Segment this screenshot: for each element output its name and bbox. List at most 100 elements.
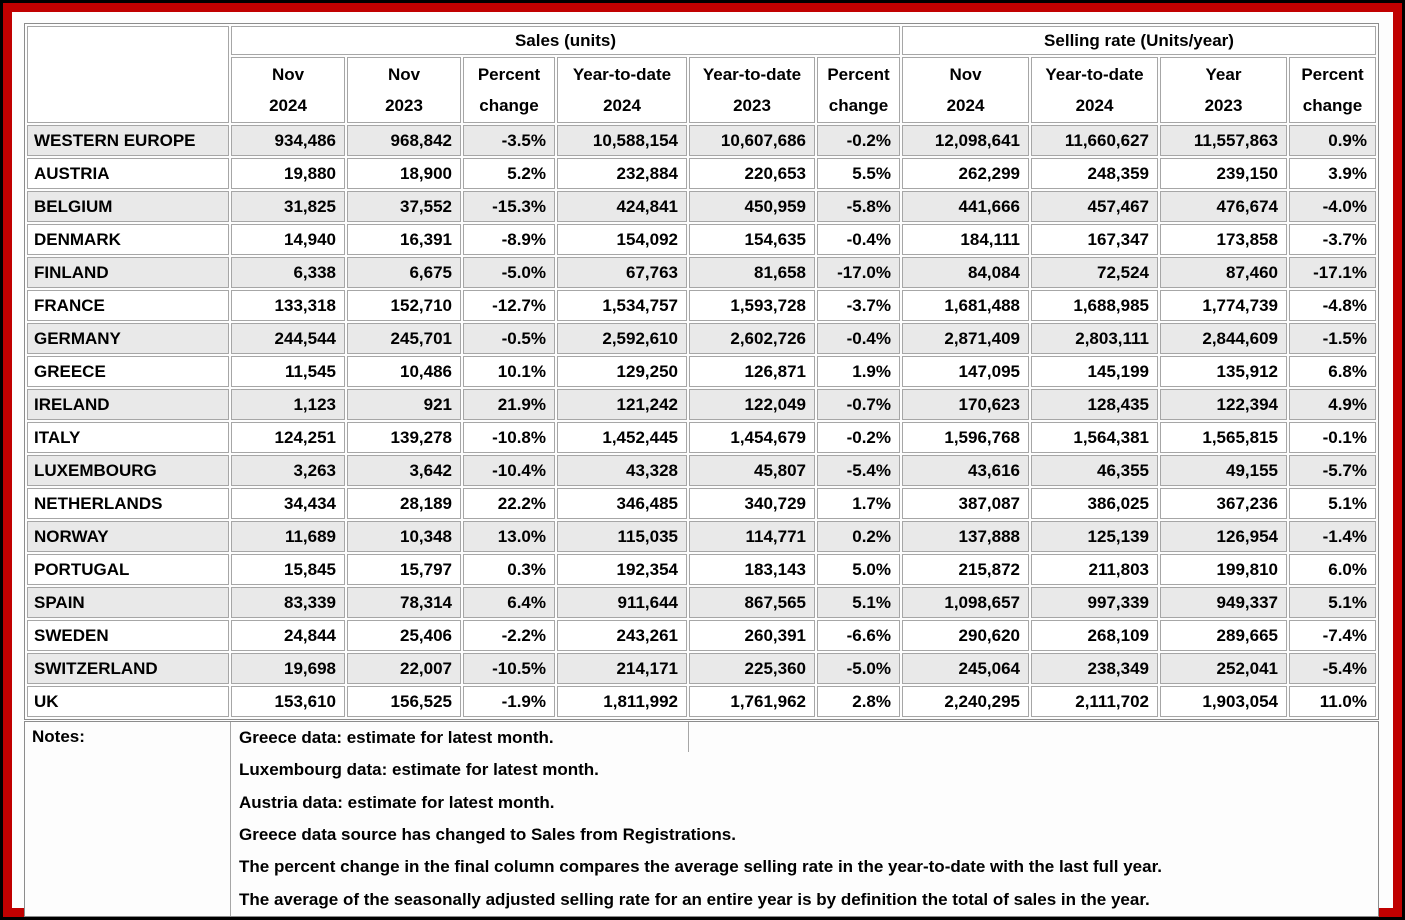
table-row: SWITZERLAND 19,698 22,007 -10.5% 214,171 225,… bbox=[27, 653, 1376, 684]
value-cell: 968,842 bbox=[347, 125, 461, 156]
value-cell: 6,338 bbox=[231, 257, 345, 288]
value-cell: 6.0% bbox=[1289, 554, 1376, 585]
value-cell: 126,871 bbox=[689, 356, 815, 387]
value-cell: 225,360 bbox=[689, 653, 815, 684]
table-row: NETHERLANDS 34,434 28,189 22.2% 346,485 340,7… bbox=[27, 488, 1376, 519]
country-cell: DENMARK bbox=[27, 224, 229, 255]
value-cell: -10.8% bbox=[463, 422, 555, 453]
column-header-6: Nov 2024 bbox=[902, 57, 1029, 123]
value-cell: 476,674 bbox=[1160, 191, 1287, 222]
value-cell: -2.2% bbox=[463, 620, 555, 651]
value-cell: 0.2% bbox=[817, 521, 900, 552]
table-row: NORWAY 11,689 10,348 13.0% 115,035 114,771 0.2… bbox=[27, 521, 1376, 552]
value-cell: 87,460 bbox=[1160, 257, 1287, 288]
value-cell: 1,593,728 bbox=[689, 290, 815, 321]
country-cell: GERMANY bbox=[27, 323, 229, 354]
value-cell: 137,888 bbox=[902, 521, 1029, 552]
value-cell: 122,049 bbox=[689, 389, 815, 420]
value-cell: 424,841 bbox=[557, 191, 687, 222]
column-header-0: Nov 2024 bbox=[231, 57, 345, 123]
value-cell: 934,486 bbox=[231, 125, 345, 156]
value-cell: -0.1% bbox=[1289, 422, 1376, 453]
value-cell: 11,557,863 bbox=[1160, 125, 1287, 156]
value-cell: 19,698 bbox=[231, 653, 345, 684]
table-row: PORTUGAL 15,845 15,797 0.3% 192,354 183,143 5.… bbox=[27, 554, 1376, 585]
value-cell: 28,189 bbox=[347, 488, 461, 519]
value-cell: 18,900 bbox=[347, 158, 461, 189]
value-cell: -5.4% bbox=[1289, 653, 1376, 684]
value-cell: -5.0% bbox=[817, 653, 900, 684]
value-cell: 25,406 bbox=[347, 620, 461, 651]
value-cell: 135,912 bbox=[1160, 356, 1287, 387]
column-header-8: Year 2023 bbox=[1160, 57, 1287, 123]
value-cell: 10,348 bbox=[347, 521, 461, 552]
column-header-row: Nov 2024 Nov 2023 Percent change Year-to-date 2… bbox=[27, 57, 1376, 123]
value-cell: 184,111 bbox=[902, 224, 1029, 255]
value-cell: 367,236 bbox=[1160, 488, 1287, 519]
value-cell: -1.4% bbox=[1289, 521, 1376, 552]
value-cell: 43,616 bbox=[902, 455, 1029, 486]
value-cell: 16,391 bbox=[347, 224, 461, 255]
value-cell: 192,354 bbox=[557, 554, 687, 585]
notes-column-divider bbox=[688, 722, 689, 752]
country-cell: ITALY bbox=[27, 422, 229, 453]
value-cell: 3,642 bbox=[347, 455, 461, 486]
value-cell: 11,689 bbox=[231, 521, 345, 552]
value-cell: -1.5% bbox=[1289, 323, 1376, 354]
value-cell: 31,825 bbox=[231, 191, 345, 222]
value-cell: 128,435 bbox=[1031, 389, 1158, 420]
country-cell: UK bbox=[27, 686, 229, 717]
notes-body: Greece data: estimate for latest month. L… bbox=[231, 722, 1162, 916]
value-cell: 5.2% bbox=[463, 158, 555, 189]
value-cell: -5.4% bbox=[817, 455, 900, 486]
column-header-9: Percent change bbox=[1289, 57, 1376, 123]
value-cell: 84,084 bbox=[902, 257, 1029, 288]
value-cell: 260,391 bbox=[689, 620, 815, 651]
value-cell: 386,025 bbox=[1031, 488, 1158, 519]
value-cell: 1,564,381 bbox=[1031, 422, 1158, 453]
table-row: SWEDEN 24,844 25,406 -2.2% 243,261 260,391 -6.… bbox=[27, 620, 1376, 651]
value-cell: 245,701 bbox=[347, 323, 461, 354]
value-cell: -3.7% bbox=[817, 290, 900, 321]
value-cell: 1,452,445 bbox=[557, 422, 687, 453]
value-cell: 78,314 bbox=[347, 587, 461, 618]
column-header-4: Year-to-date 2023 bbox=[689, 57, 815, 123]
value-cell: 43,328 bbox=[557, 455, 687, 486]
value-cell: 21.9% bbox=[463, 389, 555, 420]
value-cell: 125,139 bbox=[1031, 521, 1158, 552]
value-cell: 10,607,686 bbox=[689, 125, 815, 156]
group-header-row: Sales (units) Selling rate (Units/year) bbox=[27, 26, 1376, 123]
country-cell: LUXEMBOURG bbox=[27, 455, 229, 486]
corner-cell bbox=[27, 26, 229, 123]
value-cell: 122,394 bbox=[1160, 389, 1287, 420]
value-cell: -10.5% bbox=[463, 653, 555, 684]
value-cell: 1,681,488 bbox=[902, 290, 1029, 321]
column-header-1: Nov 2023 bbox=[347, 57, 461, 123]
value-cell: 0.3% bbox=[463, 554, 555, 585]
table-row: IRELAND 1,123 921 21.9% 121,242 122,049 -0.7% 1… bbox=[27, 389, 1376, 420]
value-cell: 252,041 bbox=[1160, 653, 1287, 684]
value-cell: 147,095 bbox=[902, 356, 1029, 387]
value-cell: 1,688,985 bbox=[1031, 290, 1158, 321]
table-row: LUXEMBOURG 3,263 3,642 -10.4% 43,328 45,807 -5… bbox=[27, 455, 1376, 486]
note-line: Luxembourg data: estimate for latest mon… bbox=[239, 760, 599, 780]
value-cell: 15,845 bbox=[231, 554, 345, 585]
value-cell: 121,242 bbox=[557, 389, 687, 420]
table-row: ITALY 124,251 139,278 -10.8% 1,452,445 1,454,… bbox=[27, 422, 1376, 453]
value-cell: 232,884 bbox=[557, 158, 687, 189]
table-row: FINLAND 6,338 6,675 -5.0% 67,763 81,658 -17.0%… bbox=[27, 257, 1376, 288]
table-row: GERMANY 244,544 245,701 -0.5% 2,592,610 2,602… bbox=[27, 323, 1376, 354]
value-cell: -10.4% bbox=[463, 455, 555, 486]
value-cell: 19,880 bbox=[231, 158, 345, 189]
country-cell: PORTUGAL bbox=[27, 554, 229, 585]
column-header-5: Percent change bbox=[817, 57, 900, 123]
value-cell: 239,150 bbox=[1160, 158, 1287, 189]
country-cell: WESTERN EUROPE bbox=[27, 125, 229, 156]
value-cell: 1,534,757 bbox=[557, 290, 687, 321]
value-cell: 2,602,726 bbox=[689, 323, 815, 354]
value-cell: 22,007 bbox=[347, 653, 461, 684]
value-cell: 1,454,679 bbox=[689, 422, 815, 453]
value-cell: 243,261 bbox=[557, 620, 687, 651]
value-cell: 441,666 bbox=[902, 191, 1029, 222]
column-header-2: Percent change bbox=[463, 57, 555, 123]
